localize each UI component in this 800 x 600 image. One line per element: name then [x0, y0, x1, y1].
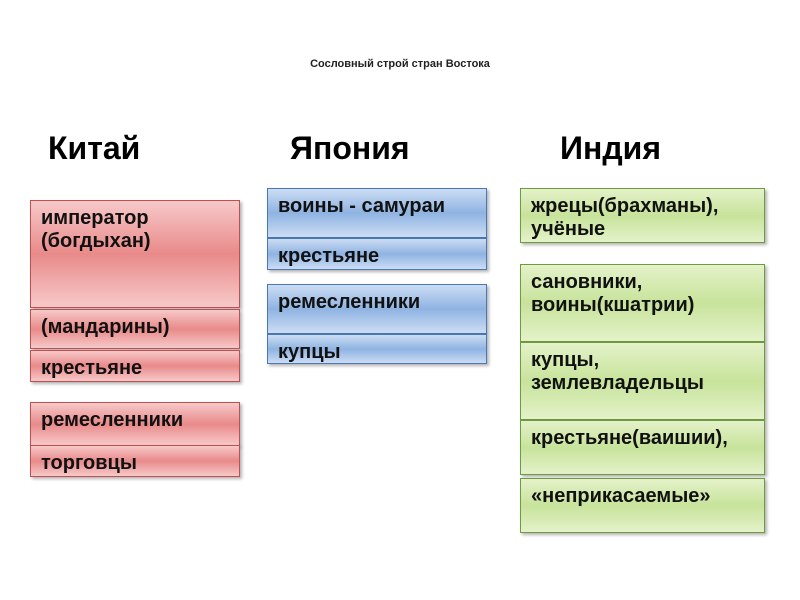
card: крестьяне(ваишии), [520, 420, 765, 475]
card: ремесленники [267, 284, 487, 334]
card: «неприкасаемые» [520, 478, 765, 533]
card: купцы, землевладельцы [520, 342, 765, 420]
card: император (богдыхан) [30, 200, 240, 308]
card: ремесленники [30, 402, 240, 446]
card: крестьяне [30, 350, 240, 382]
card: жрецы(брахманы), учёные [520, 188, 765, 243]
card: (мандарины) [30, 309, 240, 349]
card: крестьяне [267, 238, 487, 270]
card: купцы [267, 334, 487, 364]
card: воины - самураи [267, 188, 487, 238]
column-header: Япония [290, 130, 410, 167]
card: сановники, воины(кшатрии) [520, 264, 765, 342]
column-header: Индия [560, 130, 661, 167]
column-header: Китай [48, 130, 140, 167]
card: торговцы [30, 445, 240, 477]
page-title: Сословный строй стран Востока [0, 58, 800, 70]
